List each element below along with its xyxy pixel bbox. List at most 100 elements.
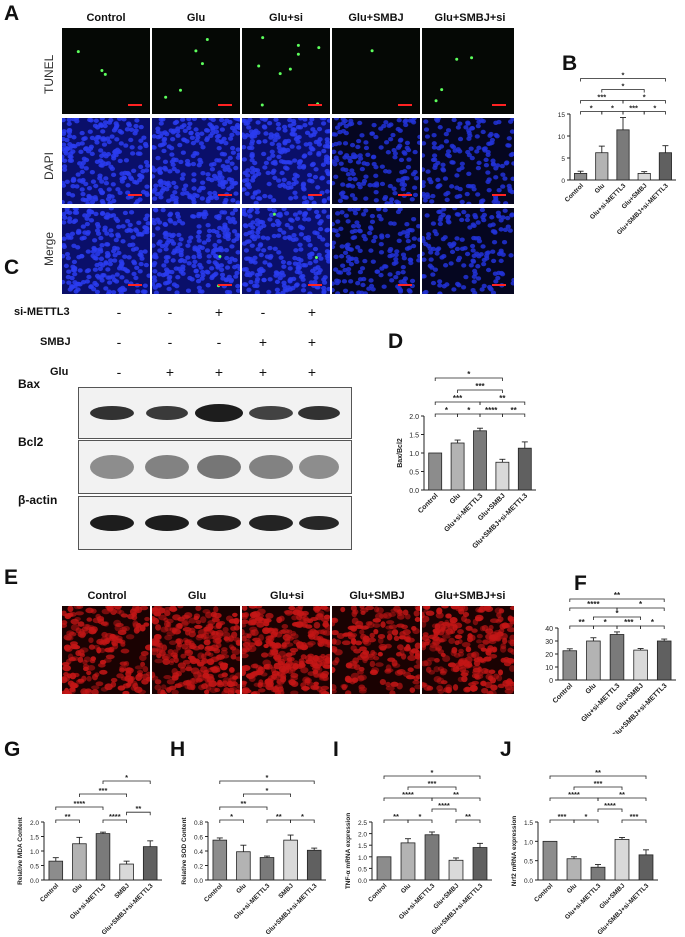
B-errorbar-4 <box>641 171 648 174</box>
J-bar-4 <box>614 839 630 881</box>
J-sig-bracket-5: **** <box>549 790 599 801</box>
D-sig-bracket-8: * <box>434 370 503 381</box>
micro-e-glu-si <box>242 606 330 694</box>
H-ytick: 0.2 <box>194 864 203 871</box>
H-ytick: 0.0 <box>194 878 203 885</box>
H-sig-bracket-2: ** <box>266 812 291 823</box>
svg-text:***: *** <box>558 812 567 821</box>
J-errorbar-3 <box>595 864 601 868</box>
F-xtick-1: Control <box>552 682 575 705</box>
F-bar-1 <box>562 650 578 681</box>
svg-text:**: ** <box>135 804 141 813</box>
e-col-header-glu-smbj-si: Glu+SMBJ+si <box>434 590 506 602</box>
svg-text:****: **** <box>74 799 86 808</box>
D-bar-5 <box>517 447 532 491</box>
F-xtick-2: Glu <box>585 682 598 695</box>
sign-0-4: + <box>307 304 317 320</box>
blot-bcl2 <box>78 440 352 494</box>
condition-label-si-mettl3: si-METTL3 <box>14 306 70 318</box>
I-sig-bracket-1: ** <box>383 812 409 823</box>
micro-e-glu-smbj-si <box>422 606 514 694</box>
svg-text:**: ** <box>465 812 471 821</box>
G-errorbar-2 <box>76 836 83 844</box>
I-ytick: 0.5 <box>358 866 367 873</box>
J-sig-bracket-6: ** <box>597 790 647 801</box>
B-bar-4 <box>637 173 651 181</box>
J-xtick-1: Control <box>533 882 554 903</box>
G-ylabel: Relative MDA Content <box>17 816 24 884</box>
I-sig-bracket-2: * <box>407 812 433 823</box>
D-sig-bracket-6: ** <box>479 394 526 405</box>
panel-label-e: E <box>4 566 19 589</box>
col-header-control: Control <box>86 12 126 24</box>
B-xtick-2: Glu <box>594 182 607 195</box>
D-ytick: 2.0 <box>409 414 419 421</box>
micro-e-glu-smbj <box>332 606 420 694</box>
I-ytick: 1.5 <box>358 843 367 850</box>
D-errorbar-5 <box>521 441 528 449</box>
H-bar-1 <box>212 839 228 881</box>
svg-text:*: * <box>651 618 655 627</box>
J-errorbar-5 <box>643 849 649 855</box>
svg-text:*: * <box>230 812 233 821</box>
svg-text:*: * <box>622 71 625 80</box>
G-sig-bracket-5: *** <box>79 786 127 797</box>
B-errorbar-2 <box>598 145 605 153</box>
micro-tunel-glu-smbj-si <box>422 28 514 114</box>
micro-merge-glu-smbj-si <box>422 208 514 294</box>
svg-text:*: * <box>445 406 449 415</box>
H-errorbar-5 <box>311 847 318 851</box>
J-sig-bracket-1: *** <box>549 812 575 823</box>
J-ytick: 0.0 <box>524 878 533 885</box>
svg-text:*: * <box>622 82 625 91</box>
svg-text:**: ** <box>578 618 585 627</box>
svg-text:**: ** <box>499 394 506 403</box>
blot-bax <box>78 387 352 439</box>
micro-tunel-glu-smbj <box>332 28 420 114</box>
J-errorbar-2 <box>571 856 577 859</box>
svg-text:****: **** <box>485 406 498 415</box>
F-sig-bracket-3: *** <box>616 618 641 629</box>
svg-text:*: * <box>590 104 593 113</box>
B-errorbar-5 <box>662 145 669 153</box>
B-sig-bracket-1: * <box>580 104 603 115</box>
blot-label-bcl2: Bcl2 <box>18 435 44 449</box>
svg-text:*: * <box>604 618 608 627</box>
svg-text:*: * <box>639 600 643 609</box>
J-ytick: 1.0 <box>524 839 533 846</box>
blot-bax-band-3 <box>195 404 243 422</box>
svg-text:****: **** <box>438 801 450 810</box>
micro-tunel-glu-si <box>242 28 330 114</box>
G-errorbar-1 <box>52 857 59 862</box>
svg-text:*: * <box>431 768 434 777</box>
J-bar-3 <box>590 866 606 881</box>
micro-merge-control <box>62 208 150 294</box>
micro-dapi-control <box>62 118 150 204</box>
G-ytick: 2.0 <box>30 820 39 827</box>
sign-0-2: + <box>214 304 224 320</box>
F-sig-bracket-2: * <box>593 618 618 629</box>
H-bar-4 <box>283 839 298 881</box>
H-bar-3 <box>259 857 275 881</box>
J-xtick-2: Glu <box>566 882 579 895</box>
F-ytick: 40 <box>545 626 553 633</box>
svg-text:***: *** <box>428 779 437 788</box>
D-bar-1 <box>428 452 443 491</box>
J-sig-bracket-2: * <box>573 812 599 823</box>
D-bar-4 <box>495 461 510 491</box>
e-col-header-glu-smbj: Glu+SMBJ <box>349 590 405 602</box>
svg-text:*: * <box>301 812 304 821</box>
D-sig-bracket-1: * <box>434 406 458 417</box>
I-ytick: 0.0 <box>358 878 367 885</box>
G-bar-2 <box>72 843 87 881</box>
svg-text:***: *** <box>453 394 463 403</box>
row-label-dapi: DAPI <box>42 151 56 180</box>
G-ytick: 1.0 <box>30 849 39 856</box>
svg-text:*: * <box>419 812 422 821</box>
H-errorbar-3 <box>264 855 270 858</box>
blot-bcl2-band-2 <box>145 455 189 479</box>
blot-beta-actin <box>78 496 352 550</box>
G-ytick: 0.0 <box>30 878 39 885</box>
B-sig-bracket-7: * <box>601 82 645 93</box>
B-xtick-1: Control <box>564 182 585 203</box>
